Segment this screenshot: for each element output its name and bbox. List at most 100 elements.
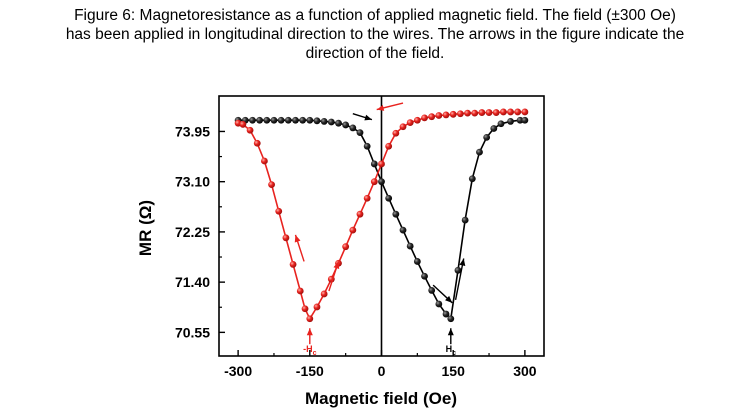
data-point bbox=[253, 139, 261, 147]
data-point bbox=[385, 142, 393, 150]
data-point bbox=[499, 108, 507, 116]
data-point bbox=[292, 116, 299, 124]
data-point bbox=[406, 119, 414, 126]
data-point bbox=[421, 272, 428, 280]
data-point bbox=[428, 287, 436, 294]
data-point bbox=[421, 114, 428, 122]
data-point bbox=[492, 109, 500, 116]
field-direction-arrow bbox=[376, 102, 404, 111]
data-point bbox=[447, 315, 455, 323]
data-point bbox=[284, 116, 292, 124]
data-point bbox=[349, 124, 357, 132]
field-direction-arrow bbox=[432, 284, 453, 304]
data-point bbox=[507, 108, 514, 116]
y-axis-label: MR (Ω) bbox=[136, 200, 155, 256]
data-point bbox=[301, 305, 309, 313]
data-point bbox=[454, 266, 462, 274]
data-point bbox=[327, 118, 335, 126]
data-point bbox=[256, 116, 264, 124]
y-tick-label: 73.95 bbox=[175, 123, 210, 139]
data-point bbox=[268, 181, 275, 189]
field-direction-arrow bbox=[294, 234, 305, 262]
y-tick-label: 71.40 bbox=[175, 274, 210, 290]
data-point bbox=[306, 116, 314, 124]
data-point bbox=[296, 287, 304, 295]
data-point bbox=[399, 123, 407, 131]
data-point bbox=[392, 210, 400, 218]
x-tick-label: -150 bbox=[296, 363, 324, 379]
data-point bbox=[342, 121, 350, 129]
data-point bbox=[363, 194, 371, 202]
data-point bbox=[521, 108, 529, 116]
data-point bbox=[363, 142, 371, 150]
x-axis-label: Magnetic field (Oe) bbox=[305, 389, 457, 408]
data-point bbox=[313, 117, 321, 125]
data-point bbox=[399, 226, 407, 234]
data-point bbox=[275, 207, 283, 215]
data-point bbox=[306, 315, 314, 323]
data-point bbox=[270, 116, 278, 124]
data-point bbox=[378, 178, 385, 186]
field-direction-arrow bbox=[328, 261, 340, 292]
data-point bbox=[490, 125, 498, 132]
data-point bbox=[299, 116, 307, 124]
coercive-field-arrow bbox=[306, 328, 313, 345]
data-point bbox=[435, 300, 443, 308]
data-point bbox=[263, 116, 271, 124]
field-direction-arrow bbox=[352, 113, 373, 121]
data-point bbox=[320, 118, 328, 125]
data-point bbox=[249, 116, 256, 124]
data-point bbox=[356, 129, 364, 137]
data-point bbox=[442, 111, 450, 119]
data-point bbox=[246, 126, 254, 134]
x-tick-label: 150 bbox=[442, 363, 466, 379]
caption-line-3: direction of the field. bbox=[305, 45, 445, 62]
data-point bbox=[239, 120, 247, 128]
data-point bbox=[521, 116, 529, 124]
series-1 bbox=[234, 116, 529, 323]
data-point bbox=[261, 157, 268, 165]
figure-caption: Figure 6: Magnetoresistance as a functio… bbox=[0, 6, 750, 63]
data-point bbox=[378, 160, 385, 168]
data-point bbox=[342, 243, 350, 251]
data-point bbox=[464, 109, 471, 117]
data-point bbox=[370, 178, 378, 186]
y-tick-label: 72.25 bbox=[175, 224, 210, 240]
data-point bbox=[413, 116, 421, 124]
data-point bbox=[289, 261, 297, 268]
data-point bbox=[449, 110, 457, 118]
data-point bbox=[507, 118, 514, 125]
data-point bbox=[385, 194, 393, 202]
data-point bbox=[335, 119, 342, 127]
data-point bbox=[392, 129, 400, 137]
data-point bbox=[406, 242, 414, 250]
data-point bbox=[456, 110, 464, 118]
data-point bbox=[313, 303, 321, 311]
data-point bbox=[435, 112, 443, 119]
data-point bbox=[485, 109, 493, 116]
data-point bbox=[497, 120, 505, 128]
x-tick-label: 0 bbox=[378, 363, 386, 379]
data-point bbox=[370, 160, 378, 168]
y-tick-label: 70.55 bbox=[175, 324, 210, 340]
data-point bbox=[277, 116, 285, 124]
data-point bbox=[282, 234, 290, 242]
caption-line-2: has been applied in longitudinal directi… bbox=[65, 26, 685, 43]
coercive-field-arrow bbox=[447, 328, 454, 345]
coercive-field-label: -Hc bbox=[303, 344, 317, 357]
data-point bbox=[516, 116, 524, 124]
y-tick-label: 73.10 bbox=[175, 174, 210, 190]
data-point bbox=[514, 108, 522, 116]
data-point bbox=[461, 216, 469, 224]
data-point bbox=[356, 210, 364, 218]
caption-line-1: Figure 6: Magnetoresistance as a functio… bbox=[74, 7, 676, 24]
data-point bbox=[442, 310, 450, 318]
series-2 bbox=[234, 108, 529, 323]
data-point bbox=[483, 133, 491, 141]
data-point bbox=[471, 109, 479, 117]
field-direction-arrow bbox=[454, 258, 466, 300]
data-point bbox=[476, 148, 483, 156]
data-point bbox=[349, 226, 357, 234]
data-point bbox=[468, 175, 476, 183]
